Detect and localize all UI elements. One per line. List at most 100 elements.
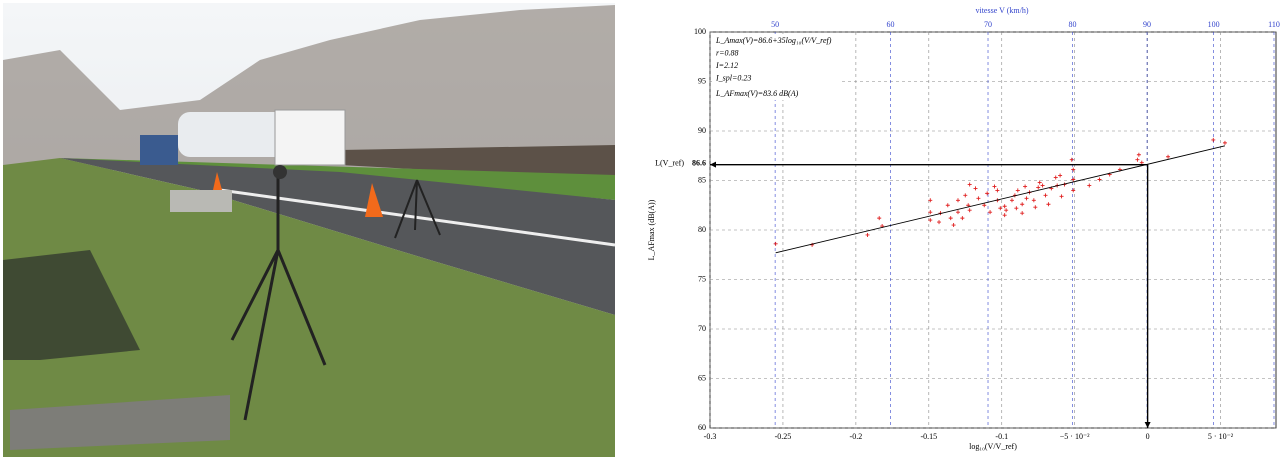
x-tick-label: -0.2 [850, 432, 863, 441]
truck-blue [140, 135, 178, 165]
x2-tick-label: 80 [1068, 20, 1076, 29]
photo [3, 3, 616, 457]
data-point [1031, 198, 1036, 203]
data-point [976, 196, 981, 201]
data-point [1059, 194, 1064, 199]
y-tick-label: 85 [698, 175, 706, 184]
data-point [985, 191, 990, 196]
arrow [710, 161, 716, 168]
data-point [967, 208, 972, 213]
data-point [928, 210, 933, 215]
data-point [1135, 157, 1140, 162]
cone [213, 172, 222, 190]
data-point [1136, 152, 1141, 157]
tanker [178, 112, 293, 157]
reference-label: L(V_ref) [655, 158, 684, 167]
data-point [937, 220, 942, 225]
annotation: L_AFmax(V)=83.6 dB(A) [715, 89, 799, 98]
data-point [1014, 206, 1019, 211]
data-point [1222, 140, 1227, 145]
fit-line [775, 145, 1226, 254]
data-point [1043, 193, 1048, 198]
data-point [948, 216, 953, 221]
x2-tick-label: 70 [984, 20, 992, 29]
y-tick-label: 65 [698, 373, 706, 382]
y-tick-label: 75 [698, 274, 706, 283]
road [60, 158, 615, 315]
verge [3, 158, 615, 457]
tripod [394, 179, 441, 239]
data-point [1023, 184, 1028, 189]
x-tick-label: -0.1 [995, 432, 1008, 441]
data-point [1015, 188, 1020, 193]
data-point [1069, 157, 1074, 162]
microphone [273, 165, 287, 179]
data-point [995, 188, 1000, 193]
data-point [1087, 183, 1092, 188]
y-tick-label: 90 [698, 126, 706, 135]
data-point [963, 193, 968, 198]
annotation-box [712, 34, 842, 100]
tree-line [340, 145, 615, 180]
cone [365, 183, 383, 217]
x2-tick-label: 50 [771, 20, 779, 29]
data-point [1071, 188, 1076, 193]
arrow [1144, 422, 1151, 428]
y-axis-label: L_AFmax (dB(A)) [647, 199, 656, 260]
trees [3, 5, 615, 170]
y-tick-label: 100 [694, 27, 706, 36]
data-point [1002, 213, 1007, 218]
data-point [1166, 154, 1171, 159]
annotation: L_Amax(V)=86.6+35log₁₀(V/V_ref) [715, 36, 832, 45]
data-point [1053, 175, 1058, 180]
data-point [877, 216, 882, 221]
data-point [1020, 202, 1025, 207]
tripod [230, 175, 327, 421]
annotation: r=0.88 [716, 48, 739, 57]
data-point [928, 198, 933, 203]
data-point [865, 232, 870, 237]
data-point [1037, 180, 1042, 185]
data-point [960, 216, 965, 221]
x2-axis-label: vitesse V (km/h) [975, 6, 1028, 15]
data-point [955, 198, 960, 203]
x-tick-label: -0.25 [775, 432, 792, 441]
x2-tick-label: 60 [886, 20, 894, 29]
patch [3, 250, 140, 360]
x-tick-label: -0.15 [920, 432, 937, 441]
data-point [998, 206, 1003, 211]
data-point [992, 184, 997, 189]
y-tick-label: 80 [698, 225, 706, 234]
x-tick-label: -0.3 [704, 432, 717, 441]
x-tick-label: 0 [1146, 432, 1150, 441]
data-point [1071, 177, 1076, 182]
truck-cab [274, 109, 346, 166]
data-point [928, 218, 933, 223]
guardrail [170, 190, 232, 212]
data-point [773, 241, 778, 246]
data-point [945, 203, 950, 208]
annotation: I_spl=0.23 [715, 73, 751, 82]
data-point [973, 186, 978, 191]
x2-tick-label: 90 [1143, 20, 1151, 29]
data-point [1097, 177, 1102, 182]
data-point [1071, 167, 1076, 172]
x-tick-label: −5 · 10⁻² [1060, 432, 1090, 441]
data-point [1033, 205, 1038, 210]
x-tick-label: 5 · 10⁻² [1208, 432, 1234, 441]
y-tick-label: 60 [698, 423, 706, 432]
y-tick-label: 95 [698, 76, 706, 85]
x-axis-label: log₁₀(V/V_ref) [969, 442, 1017, 451]
data-point [1020, 211, 1025, 216]
data-point [1036, 185, 1041, 190]
data-point [1024, 196, 1029, 201]
data-point [967, 182, 972, 187]
data-point [1211, 137, 1216, 142]
data-point [1004, 208, 1009, 213]
road-line [219, 188, 616, 247]
data-point [955, 210, 960, 215]
data-point [1002, 204, 1007, 209]
data-point [1040, 183, 1045, 188]
annotation: I=2.12 [715, 61, 738, 70]
